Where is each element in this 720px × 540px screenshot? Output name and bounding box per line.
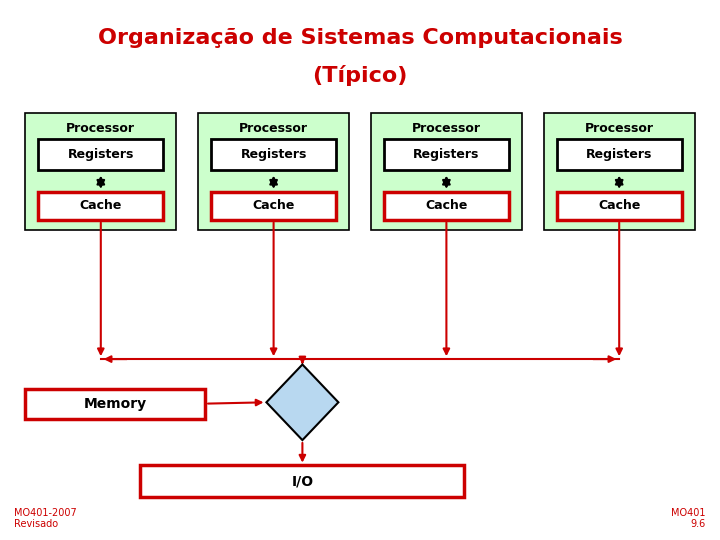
Text: MO401-2007
Revisado: MO401-2007 Revisado: [14, 508, 77, 529]
Text: Organização de Sistemas Computacionais: Organização de Sistemas Computacionais: [98, 28, 622, 48]
Text: Processor: Processor: [412, 122, 481, 135]
Text: I/O: I/O: [292, 474, 313, 488]
Text: Cache: Cache: [598, 199, 640, 212]
Polygon shape: [266, 364, 338, 440]
FancyBboxPatch shape: [38, 139, 163, 170]
Text: Registers: Registers: [586, 148, 652, 161]
Text: Cache: Cache: [426, 199, 467, 212]
Text: Memory: Memory: [84, 397, 147, 410]
FancyBboxPatch shape: [140, 465, 464, 497]
Text: MO401
9.6: MO401 9.6: [671, 508, 706, 529]
FancyBboxPatch shape: [211, 192, 336, 220]
FancyBboxPatch shape: [371, 113, 522, 230]
FancyBboxPatch shape: [384, 139, 509, 170]
FancyBboxPatch shape: [384, 192, 509, 220]
Text: Registers: Registers: [413, 148, 480, 161]
FancyBboxPatch shape: [557, 192, 682, 220]
FancyBboxPatch shape: [211, 139, 336, 170]
Text: Cache: Cache: [253, 199, 294, 212]
FancyBboxPatch shape: [557, 139, 682, 170]
FancyBboxPatch shape: [25, 113, 176, 230]
Text: Registers: Registers: [240, 148, 307, 161]
Text: Processor: Processor: [585, 122, 654, 135]
Text: Processor: Processor: [66, 122, 135, 135]
FancyBboxPatch shape: [38, 192, 163, 220]
Text: Registers: Registers: [68, 148, 134, 161]
Text: (Típico): (Típico): [312, 65, 408, 86]
FancyBboxPatch shape: [544, 113, 695, 230]
Text: Cache: Cache: [80, 199, 122, 212]
FancyBboxPatch shape: [198, 113, 349, 230]
Text: Processor: Processor: [239, 122, 308, 135]
FancyBboxPatch shape: [25, 389, 205, 419]
